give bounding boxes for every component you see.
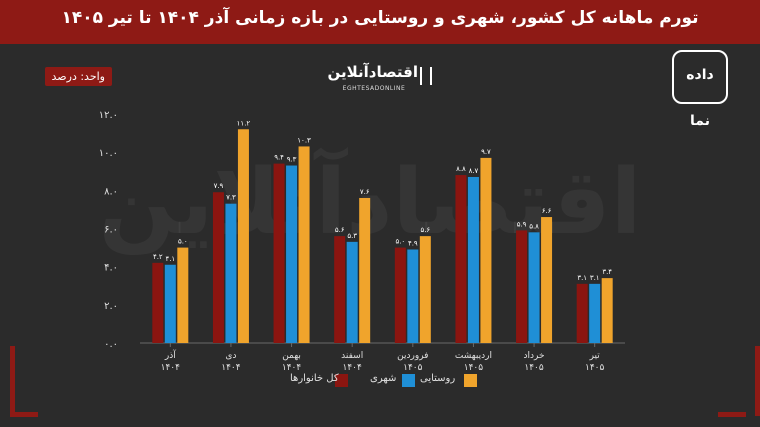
- bar-2: [541, 217, 553, 343]
- x-tick-label-year: ۱۴۰۴: [282, 363, 302, 373]
- data-label: ۸.۷: [469, 167, 479, 175]
- legend-swatch: [335, 374, 348, 387]
- y-tick-label: ۲.۰: [104, 301, 118, 312]
- x-tick-label-month: خرداد: [524, 351, 545, 361]
- logo-bars-icon: [420, 67, 432, 85]
- x-tick-label-year: ۱۴۰۴: [343, 363, 363, 373]
- x-tick-label-year: ۱۴۰۴: [221, 363, 241, 373]
- data-label: ۴.۲: [153, 253, 163, 261]
- x-tick-label-year: ۱۴۰۵: [524, 363, 544, 373]
- data-label: ۳.۴: [602, 268, 612, 276]
- data-label: ۴.۹: [408, 239, 418, 247]
- bar-1: [346, 241, 358, 343]
- bar-0: [516, 230, 528, 343]
- bar-0: [212, 192, 224, 343]
- x-tick-label-month: فروردین: [397, 351, 428, 361]
- bar-1: [225, 203, 237, 343]
- corner-bracket-right: [741, 346, 760, 416]
- data-label: ۱۰.۳: [297, 136, 311, 144]
- bar-2: [177, 247, 189, 343]
- x-tick-label-month: بهمن: [282, 351, 301, 361]
- legend-label: شهری: [370, 373, 397, 384]
- chart-legend: کل خانوارها شهری روستایی: [0, 372, 760, 392]
- data-label: ۳.۱: [590, 274, 600, 282]
- bar-2: [601, 278, 613, 343]
- x-tick-label-month: آذر: [164, 349, 176, 361]
- data-label: ۸.۸: [456, 165, 466, 173]
- data-label: ۵.۰: [178, 238, 188, 246]
- bar-0: [394, 247, 406, 343]
- bar-0: [334, 236, 346, 343]
- bar-1: [407, 249, 419, 343]
- bar-1: [589, 283, 601, 343]
- y-tick-label: ۰.۰: [104, 339, 118, 350]
- bar-0: [455, 175, 467, 343]
- corner-bracket-left: [10, 346, 29, 416]
- x-tick-label-year: ۱۴۰۵: [403, 363, 423, 373]
- bar-2: [480, 157, 492, 343]
- data-label: ۵.۶: [335, 226, 345, 234]
- bar-1: [528, 232, 540, 343]
- y-tick-label: ۶.۰: [104, 225, 118, 236]
- legend-label: روستایی: [420, 373, 456, 384]
- chart-title: تورم ماهانه کل کشور، شهری و روستایی در ب…: [61, 8, 699, 28]
- data-label: ۳.۱: [577, 274, 587, 282]
- bar-2: [419, 236, 431, 343]
- corner-bracket-left-bottom: [10, 412, 38, 417]
- bar-1: [467, 176, 479, 343]
- x-tick-label-month: اردیبهشت: [455, 351, 492, 361]
- x-tick-label-month: اسفند: [341, 351, 363, 361]
- bar-1: [164, 264, 176, 343]
- data-label: ۵.۸: [529, 222, 539, 230]
- bar-1: [286, 165, 298, 343]
- x-tick-label-year: ۱۴۰۵: [585, 363, 605, 373]
- x-tick-label-year: ۱۴۰۵: [464, 363, 484, 373]
- bar-0: [152, 262, 164, 343]
- y-tick-label: ۱۰.۰: [99, 148, 118, 159]
- data-label: ۹.۷: [481, 148, 491, 156]
- x-tick-label-month: دی: [225, 351, 236, 361]
- legend-swatch: [402, 374, 415, 387]
- dadenama-logo: داده نما: [672, 50, 728, 129]
- bar-2: [359, 197, 371, 343]
- corner-bracket-right-bottom: [718, 412, 746, 417]
- logo-subtitle: EGHTESADONLINE: [342, 85, 406, 92]
- data-label: ۱۱.۲: [237, 119, 251, 127]
- eghtesadonline-logo: اقتصادآنلاین EGHTESADONLINE: [327, 63, 432, 99]
- data-label: ۵.۹: [517, 220, 527, 228]
- y-tick-label: ۱۲.۰: [99, 110, 118, 121]
- data-label: ۷.۶: [360, 188, 370, 196]
- data-label: ۷.۹: [214, 182, 224, 190]
- logo-name: اقتصادآنلاین: [327, 63, 419, 81]
- x-tick-label-year: ۱۴۰۴: [161, 363, 181, 373]
- x-tick-label-month: تیر: [589, 351, 601, 361]
- data-label: ۵.۳: [347, 232, 357, 240]
- bar-2: [237, 129, 249, 343]
- data-label: ۹.۳: [287, 156, 297, 164]
- title-banner: تورم ماهانه کل کشور، شهری و روستایی در ب…: [0, 0, 760, 44]
- data-label: ۵.۰: [395, 238, 405, 246]
- data-label: ۷.۳: [226, 194, 236, 202]
- data-label: ۶.۶: [542, 207, 552, 215]
- y-tick-label: ۴.۰: [104, 263, 118, 274]
- legend-swatch: [464, 374, 477, 387]
- data-label: ۹.۴: [274, 154, 284, 162]
- bar-0: [273, 163, 285, 343]
- data-label: ۵.۶: [420, 226, 430, 234]
- data-label: ۴.۱: [165, 255, 175, 263]
- bar-0: [576, 283, 588, 343]
- y-tick-label: ۸.۰: [104, 186, 118, 197]
- bar-2: [298, 146, 310, 343]
- unit-label: واحد: درصد: [44, 67, 112, 86]
- legend-label: کل خانوارها: [290, 373, 339, 384]
